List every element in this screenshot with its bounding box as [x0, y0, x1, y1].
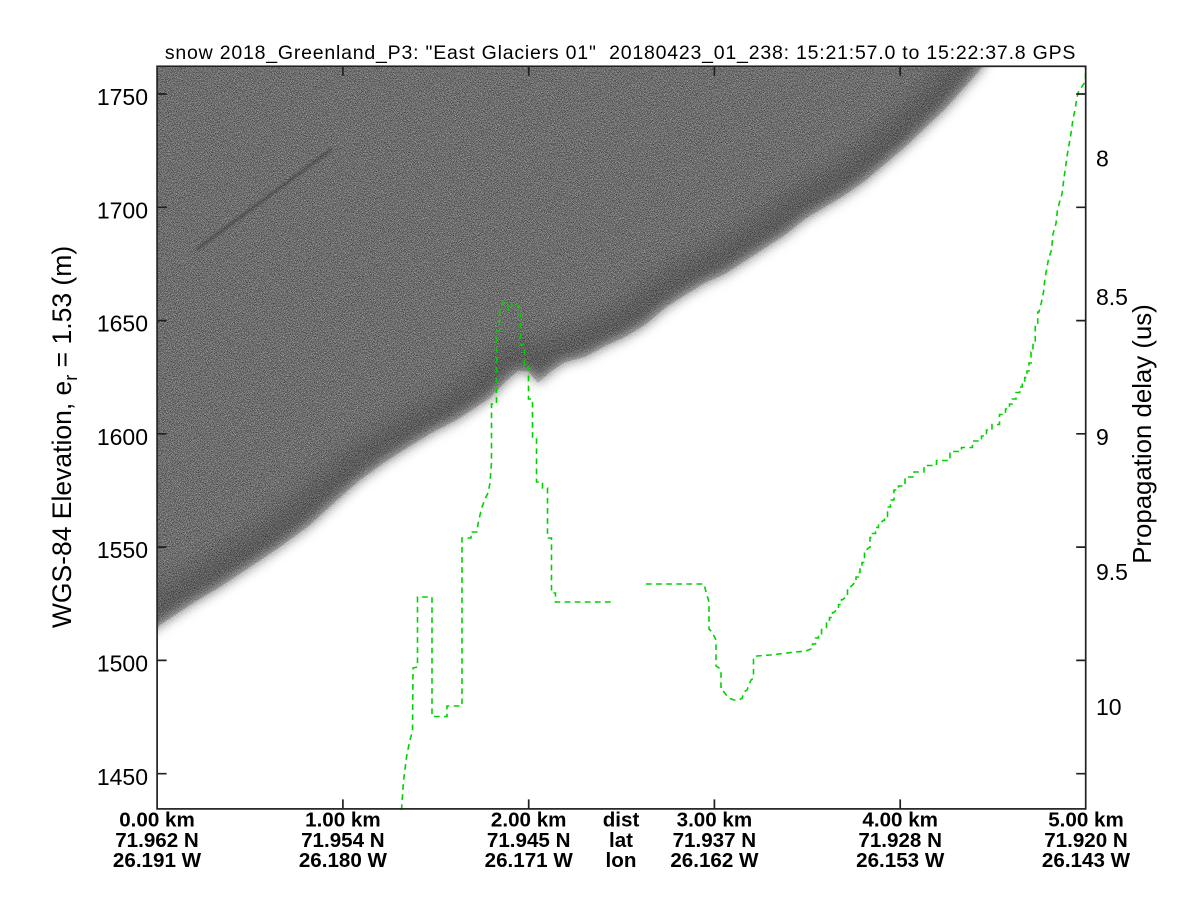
svg-text:26.191 W: 26.191 W	[113, 849, 202, 872]
svg-text:4.00 km: 4.00 km	[862, 809, 938, 832]
svg-text:71.937 N: 71.937 N	[673, 829, 757, 852]
svg-text:26.162 W: 26.162 W	[670, 849, 759, 872]
svg-text:lon: lon	[606, 849, 637, 872]
svg-text:5.00 km: 5.00 km	[1048, 809, 1124, 832]
svg-text:8: 8	[1096, 146, 1109, 172]
svg-text:1450: 1450	[97, 764, 148, 790]
svg-text:10: 10	[1096, 694, 1122, 720]
svg-text:9.5: 9.5	[1096, 559, 1128, 585]
svg-text:71.928 N: 71.928 N	[858, 829, 942, 852]
svg-text:1600: 1600	[97, 424, 148, 450]
svg-text:71.920 N: 71.920 N	[1044, 829, 1128, 852]
svg-text:9: 9	[1096, 424, 1109, 450]
svg-text:1700: 1700	[97, 197, 148, 223]
svg-text:8.5: 8.5	[1096, 284, 1128, 310]
svg-text:71.954 N: 71.954 N	[301, 829, 385, 852]
svg-text:3.00 km: 3.00 km	[677, 809, 753, 832]
svg-text:26.171 W: 26.171 W	[485, 849, 574, 872]
svg-text:snow 2018_Greenland_P3: "East: snow 2018_Greenland_P3: "East Glaciers 0…	[165, 42, 1076, 64]
svg-text:dist: dist	[603, 809, 640, 832]
svg-text:2.00 km: 2.00 km	[491, 809, 567, 832]
svg-text:71.962 N: 71.962 N	[115, 829, 199, 852]
svg-text:1750: 1750	[97, 84, 148, 110]
svg-text:71.945 N: 71.945 N	[487, 829, 571, 852]
svg-text:1550: 1550	[97, 537, 148, 563]
svg-text:1.00 km: 1.00 km	[305, 809, 381, 832]
svg-text:26.180 W: 26.180 W	[299, 849, 388, 872]
svg-text:Propagation delay (us): Propagation delay (us)	[1129, 304, 1157, 564]
svg-text:lat: lat	[609, 829, 633, 852]
svg-text:1500: 1500	[97, 651, 148, 677]
svg-text:26.153 W: 26.153 W	[856, 849, 945, 872]
svg-text:26.143 W: 26.143 W	[1042, 849, 1131, 872]
svg-text:1650: 1650	[97, 311, 148, 337]
svg-text:0.00 km: 0.00 km	[119, 809, 195, 832]
svg-text:WGS-84 Elevation, er = 1.53 (m: WGS-84 Elevation, er = 1.53 (m)	[47, 246, 81, 628]
